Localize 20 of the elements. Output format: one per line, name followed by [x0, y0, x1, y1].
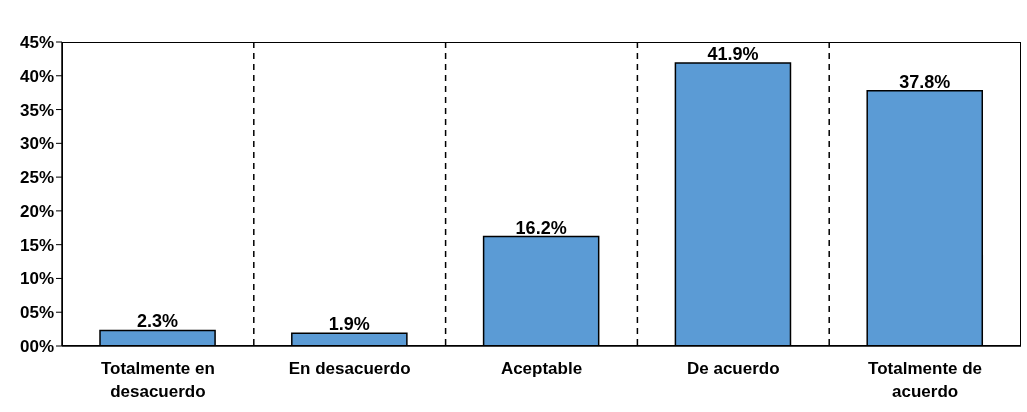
data-label: 2.3% [137, 311, 179, 332]
data-label: 1.9% [328, 314, 370, 335]
y-tick-label: 20% [19, 201, 54, 221]
data-label: 16.2% [515, 217, 567, 238]
y-tick-label: 25% [19, 168, 54, 188]
y-tick-label: 00% [19, 337, 54, 357]
y-tick-label: 40% [19, 66, 54, 86]
x-tick-label: De acuerdo [687, 359, 780, 378]
data-label: 37.8% [899, 71, 951, 92]
y-tick-label: 35% [19, 100, 54, 120]
x-tick-label: Aceptable [500, 359, 583, 378]
y-tick-label: 05% [19, 303, 54, 323]
y-tick-label: 45% [19, 33, 54, 53]
x-tick-label: En desacuerdo [288, 359, 411, 378]
data-label: 41.9% [707, 43, 759, 64]
y-tick-label: 15% [19, 235, 54, 255]
x-tick-label: Totalmente de acuerdo [868, 359, 983, 401]
y-tick-label: 10% [19, 269, 54, 289]
y-tick-label: 30% [19, 134, 54, 154]
x-tick-label: Totalmente en desacuerdo [100, 359, 215, 401]
